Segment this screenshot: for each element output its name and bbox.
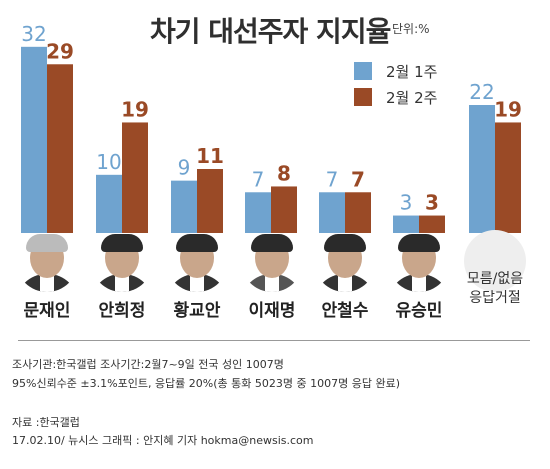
legend: 2월 1주 2월 2주 [354,60,437,112]
bar-week2-6 [495,122,521,233]
divider [18,340,530,341]
data-label-week1-4: 7 [326,167,339,191]
bar-week2-1 [122,122,148,233]
bar-week1-6 [469,105,495,233]
data-label-week2-6: 19 [494,97,522,121]
footer-survey: 조사기관:한국갤럽 조사기간:2월7~9일 전국 성인 1007명 [12,358,284,371]
candidate-ahn-hj: 안희정 [87,230,157,321]
candidate-photo [314,230,376,292]
candidate-lee: 이재명 [237,230,307,321]
candidate-photo [16,230,78,292]
no-answer-line1: 모름/없음 [466,271,524,287]
bar-week2-3 [271,186,297,233]
data-label-week2-1: 19 [121,97,149,121]
data-label-week1-6: 22 [469,80,494,104]
candidate-photo [388,230,450,292]
chart-title: 차기 대선주자 지지율 [150,15,391,48]
no-answer-line2: 응답거절 [469,290,521,306]
data-label-week1-1: 10 [96,150,121,174]
data-label-week2-4: 7 [351,167,365,191]
candidate-no-answer [460,230,530,292]
data-label-week1-5: 3 [400,191,413,215]
candidate-name: 안철수 [321,301,369,321]
candidate-name: 유승민 [395,301,443,321]
legend-item-week2: 2월 2주 [354,86,437,108]
candidate-photo [166,230,228,292]
unit-label: 단위:% [392,22,430,36]
data-label-week2-5: 3 [425,191,439,215]
candidate-photo [91,230,153,292]
bar-week1-2 [171,180,197,233]
candidate-name: 황교안 [173,301,221,321]
candidate-photo [241,230,303,292]
legend-item-week1: 2월 1주 [354,60,437,82]
footer-source: 자료 :한국갤럽 [12,416,80,429]
candidate-yoo: 유승민 [384,230,454,321]
bar-week1-5 [393,215,419,233]
candidate-name: 안희정 [98,301,146,321]
bar-week1-3 [245,192,271,233]
legend-swatch-week2 [354,88,372,106]
data-label-week1-0: 32 [21,22,46,46]
candidate-name: 문재인 [23,301,71,321]
footer-credit: 17.02.10/ 뉴시스 그래픽 : 안지혜 기자 hokma@newsis.… [12,434,314,447]
bar-week1-0 [21,46,47,234]
bar-week2-2 [197,169,223,233]
bar-week2-4 [345,192,371,233]
data-label-week1-3: 7 [252,167,265,191]
legend-label-week2: 2월 2주 [386,88,438,107]
candidate-name: 이재명 [248,301,296,321]
no-answer-circle [464,230,526,292]
title-row: 차기 대선주자 지지율 단위:% [0,6,550,48]
data-label-week2-3: 8 [277,161,291,185]
data-label-week2-2: 11 [196,144,224,168]
data-label-week2-0: 29 [46,39,74,63]
footer-confidence: 95%신뢰수준 ±3.1%포인트, 응답률 20%(총 통화 5023명 중 1… [12,377,400,390]
data-label-week1-2: 9 [178,156,191,180]
candidate-ahn-cs: 안철수 [310,230,380,321]
bar-week2-5 [419,215,445,233]
bar-week1-1 [96,174,122,233]
no-answer-label: 모름/없음 응답거절 [450,270,540,308]
legend-swatch-week1 [354,62,372,80]
candidate-hwang: 황교안 [162,230,232,321]
legend-label-week1: 2월 1주 [386,62,438,81]
bar-week2-0 [47,64,73,233]
candidate-moon: 문재인 [12,230,82,321]
bar-week1-4 [319,192,345,233]
